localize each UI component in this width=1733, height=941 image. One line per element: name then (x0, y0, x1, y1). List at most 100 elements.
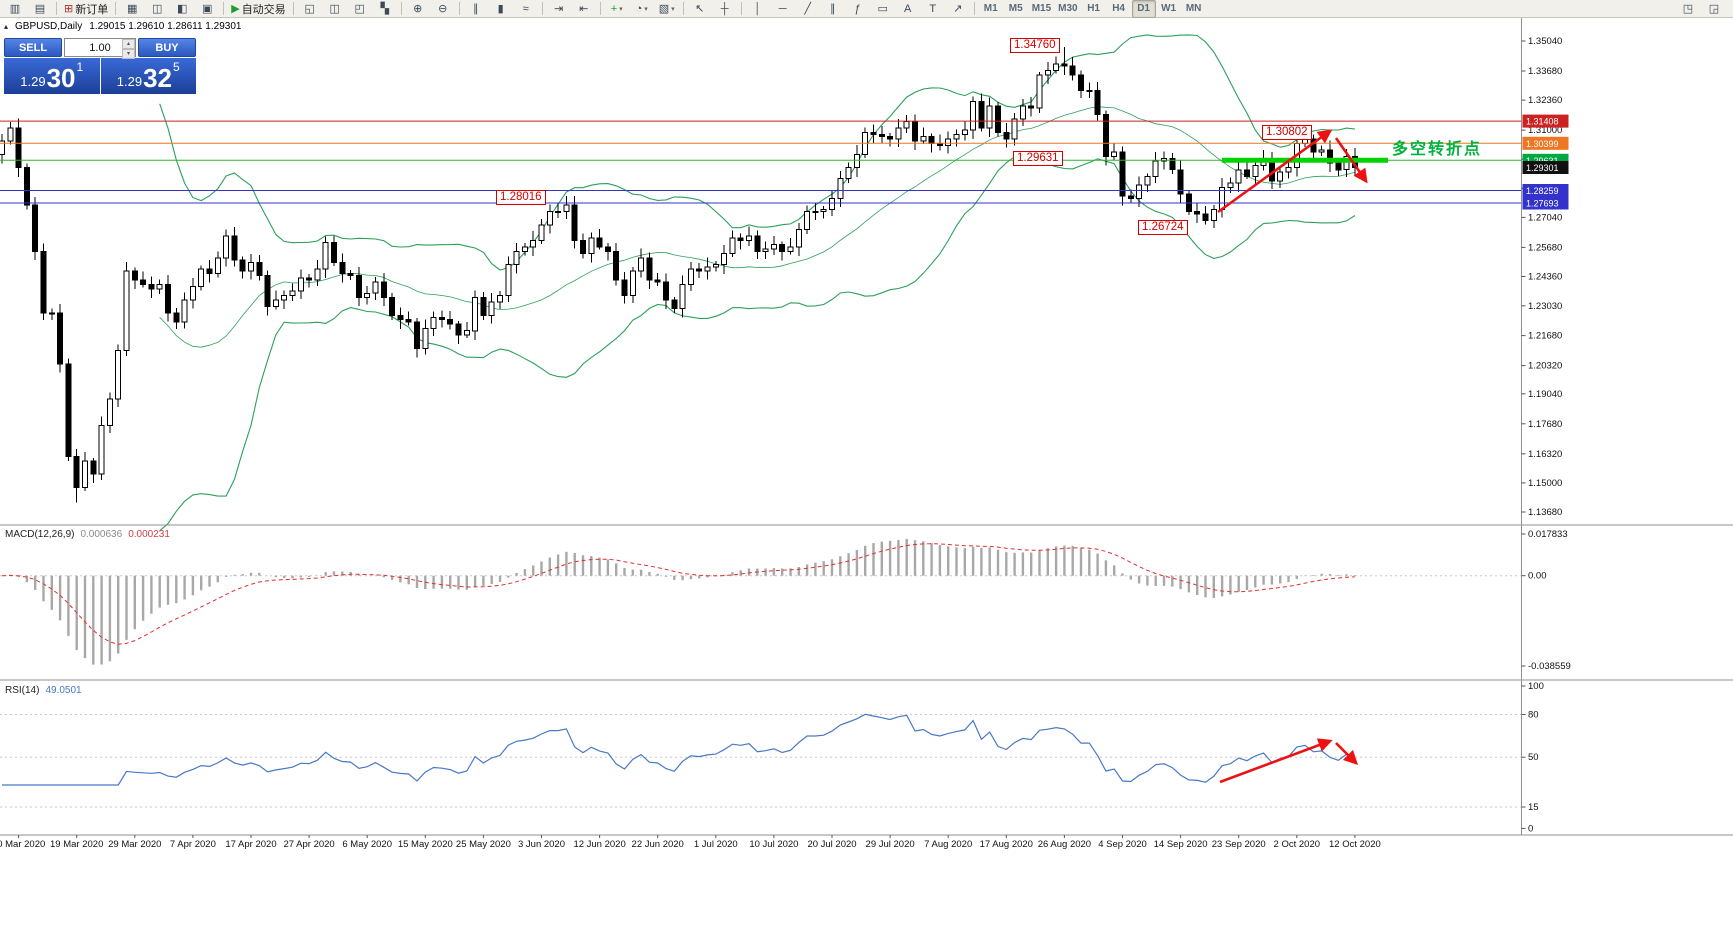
bar-chart-mode-icon[interactable]: ∥ (464, 0, 488, 18)
arrows-tool-icon[interactable]: ↗ (946, 0, 970, 18)
svg-text:17 Aug 2020: 17 Aug 2020 (980, 839, 1033, 850)
cursor-icon-glyph: ↖ (695, 2, 705, 15)
price-label-high-134760[interactable]: 1.34760 (1010, 38, 1060, 53)
terminal-icon[interactable]: ▣ (195, 0, 219, 18)
market-watch-icon[interactable]: ▦ (120, 0, 144, 18)
buy-price-display[interactable]: 1.29 32 5 (100, 58, 196, 94)
tile-horizontal-icon[interactable]: ◫ (323, 0, 347, 18)
timeframe-d1-glyph: D1 (1137, 2, 1150, 14)
level-lines[interactable] (0, 120, 1522, 204)
candlestick-mode-icon-glyph: ▮ (497, 2, 504, 15)
arrange-windows-icon[interactable]: ▚ (373, 0, 397, 18)
rsi-line (2, 713, 1356, 786)
timeframe-d1[interactable]: D1 (1131, 0, 1156, 18)
panel-toggle-icon[interactable]: ◲ (1702, 0, 1726, 18)
trend-arrows[interactable] (1217, 129, 1368, 784)
chart-shift-icon[interactable]: ⇤ (572, 0, 596, 18)
svg-text:6 May 2020: 6 May 2020 (342, 839, 392, 850)
new-chart-icon[interactable]: ▥ (3, 0, 27, 18)
trendline-icon-glyph: ╱ (804, 2, 811, 15)
sell-price-display[interactable]: 1.29 30 1 (4, 58, 100, 94)
svg-text:23 Sep 2020: 23 Sep 2020 (1212, 839, 1266, 850)
svg-text:4 Sep 2020: 4 Sep 2020 (1098, 839, 1147, 850)
navigator-icon[interactable]: ◧ (170, 0, 194, 18)
text-icon[interactable]: A (896, 0, 920, 18)
sell-button[interactable]: SELL (4, 38, 62, 57)
zoom-in-icon[interactable]: ⊕ (406, 0, 430, 18)
svg-text:1.13680: 1.13680 (1528, 507, 1562, 518)
auto-trading-button-label: 自动交易 (241, 3, 286, 16)
line-chart-mode-icon[interactable]: ≈ (514, 0, 538, 18)
indicators-icon-caret[interactable]: ▾ (619, 5, 623, 13)
price-label-high-128016[interactable]: 1.28016 (496, 190, 546, 205)
timeframe-h1[interactable]: H1 (1082, 0, 1106, 18)
crosshair-icon[interactable]: ┼ (713, 0, 737, 18)
timeframe-m15[interactable]: M15 (1029, 0, 1054, 18)
timeframe-mn[interactable]: MN (1182, 0, 1206, 18)
chart-window-icon-glyph: ◳ (1682, 2, 1694, 15)
auto-trading-button[interactable]: ▶ 自动交易 (228, 0, 288, 18)
turning-point-annotation[interactable]: 多空转折点 (1392, 141, 1483, 158)
macd-name: MACD(12,26,9) (5, 529, 75, 540)
price-label-line-129631[interactable]: 1.29631 (1013, 151, 1063, 166)
chart-canvas[interactable]: 1.350401.336801.323601.310001.296801.283… (0, 18, 1733, 941)
vertical-line-icon[interactable]: │ (746, 0, 770, 18)
price-label-low-126724[interactable]: 1.26724 (1138, 220, 1188, 235)
svg-text:25 May 2020: 25 May 2020 (456, 839, 511, 850)
toolbar-separator (458, 2, 460, 15)
date-axis[interactable]: 10 Mar 2020 19 Mar 2020 29 Mar 2020 7 Apr 2… (0, 835, 1381, 850)
scroll-to-end-icon[interactable]: ⇥ (547, 0, 571, 18)
spin-up-icon[interactable]: ▴ (122, 39, 135, 49)
periods-icon-caret[interactable]: ▾ (644, 5, 648, 13)
svg-text:1.33680: 1.33680 (1528, 66, 1562, 77)
indicators-icon-glyph: + (610, 2, 618, 15)
indicators-icon[interactable]: + ▾ (605, 0, 629, 18)
new-order-button[interactable]: ⊞ 新订单 (61, 0, 111, 18)
timeframe-m30[interactable]: M30 (1055, 0, 1080, 18)
svg-text:50: 50 (1528, 752, 1539, 763)
cursor-icon[interactable]: ↖ (688, 0, 712, 18)
horizontal-line-icon[interactable]: ─ (771, 0, 795, 18)
zoom-out-icon[interactable]: ⊖ (431, 0, 455, 18)
trendline-icon[interactable]: ╱ (796, 0, 820, 18)
spin-down-icon[interactable]: ▾ (122, 49, 135, 59)
toolbar-separator (740, 2, 742, 15)
channel-icon[interactable]: ∥ (821, 0, 845, 18)
templates-icon-caret[interactable]: ▾ (671, 5, 675, 13)
buy-button[interactable]: BUY (138, 38, 196, 57)
svg-text:1.28259: 1.28259 (1526, 186, 1559, 196)
templates-icon[interactable]: ▧ ▾ (655, 0, 679, 18)
tile-vertical-icon[interactable]: ◰ (348, 0, 372, 18)
svg-text:17 Apr 2020: 17 Apr 2020 (225, 839, 276, 850)
timeframe-h4[interactable]: H4 (1107, 0, 1131, 18)
cascade-windows-icon[interactable]: ◱ (298, 0, 322, 18)
volume-value: 1.00 (89, 41, 111, 54)
panel-toggle-icon-glyph: ◲ (1708, 2, 1720, 15)
rsi-value: 49.0501 (45, 685, 82, 696)
svg-text:1.17680: 1.17680 (1528, 419, 1562, 430)
fibonacci-icon[interactable]: ƒ (846, 0, 870, 18)
candlestick-mode-icon[interactable]: ▮ (489, 0, 513, 18)
timeframe-m15-glyph: M15 (1031, 2, 1052, 14)
timeframe-m1[interactable]: M1 (979, 0, 1003, 18)
data-window-icon[interactable]: ◫ (145, 0, 169, 18)
svg-text:7 Apr 2020: 7 Apr 2020 (170, 839, 216, 850)
macd-histogram (9, 538, 1357, 665)
price-label-high-130802[interactable]: 1.30802 (1262, 125, 1312, 140)
price-axis[interactable]: 1.350401.336801.323601.310001.296801.283… (1521, 36, 1563, 518)
timeframe-w1[interactable]: W1 (1157, 0, 1181, 18)
volume-spinner[interactable]: ▴ ▾ (122, 39, 135, 59)
shapes-icon[interactable]: ▭ (871, 0, 895, 18)
volume-stepper[interactable]: 1.00 ▴ ▾ (64, 38, 136, 59)
toolbar-separator (223, 2, 225, 15)
timeframe-m1-glyph: M1 (983, 2, 998, 14)
rsi-indicator-label: RSI(14) 49.0501 (5, 685, 82, 696)
collapse-panel-icon[interactable]: ▴ (4, 22, 9, 31)
profiles-icon[interactable]: ▤ (28, 0, 52, 18)
svg-text:1.29631: 1.29631 (1526, 156, 1559, 166)
timeframe-m5[interactable]: M5 (1004, 0, 1028, 18)
chart-window-icon[interactable]: ◳ (1676, 0, 1700, 18)
periods-icon[interactable]: ◔ ▾ (630, 0, 654, 18)
text-label-icon[interactable]: T (921, 0, 945, 18)
buy-price-main: 1.29 (116, 74, 143, 89)
